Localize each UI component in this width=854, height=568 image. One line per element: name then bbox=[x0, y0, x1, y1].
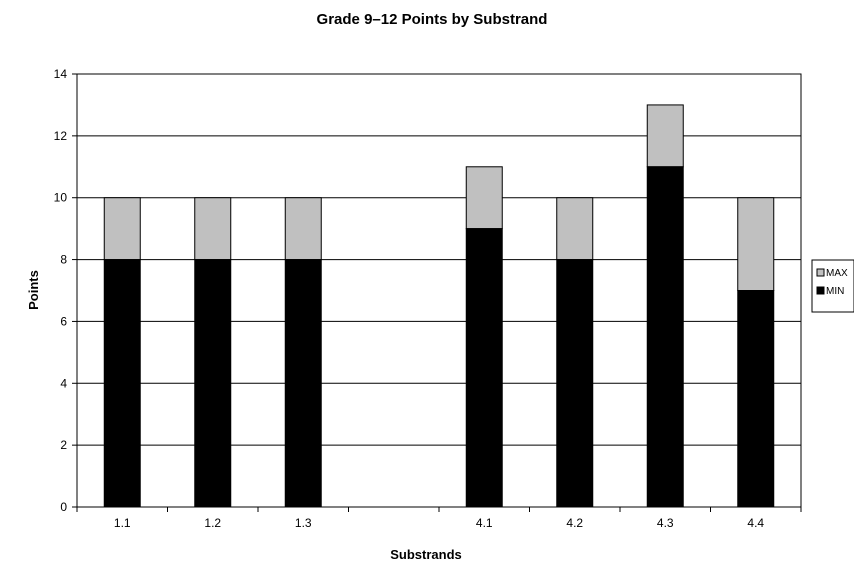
bar-min-4.2 bbox=[556, 259, 594, 508]
y-tick-label: 10 bbox=[54, 191, 68, 205]
bar-min-4.1 bbox=[465, 228, 503, 508]
axes bbox=[72, 73, 802, 512]
legend: MAX MIN bbox=[811, 259, 854, 313]
y-tick-label: 2 bbox=[60, 438, 67, 452]
bar-max-4.2 bbox=[556, 197, 594, 261]
chart-title: Grade 9–12 Points by Substrand bbox=[317, 11, 548, 28]
y-tick-label: 8 bbox=[60, 253, 67, 267]
y-tick-label: 6 bbox=[60, 314, 67, 328]
plot-area-frame bbox=[76, 73, 802, 508]
bar-min-4.3 bbox=[646, 166, 684, 508]
y-tick-label: 12 bbox=[54, 129, 68, 143]
gridlines bbox=[77, 73, 801, 446]
y-tick-label: 14 bbox=[54, 67, 68, 81]
bar-max-1.3 bbox=[284, 197, 322, 261]
legend-swatch-min bbox=[816, 286, 825, 295]
legend-swatch-max bbox=[816, 268, 825, 277]
y-tick-label: 0 bbox=[60, 500, 67, 514]
x-tick-label: 1.3 bbox=[295, 516, 312, 530]
bar-min-4.4 bbox=[737, 290, 775, 508]
x-tick-label: 4.1 bbox=[476, 516, 493, 530]
bar-min-1.3 bbox=[284, 259, 322, 508]
bars bbox=[103, 104, 775, 508]
y-tick-labels: 0 2 4 6 8 10 12 14 bbox=[54, 67, 68, 514]
x-tick-label: 4.3 bbox=[657, 516, 674, 530]
bar-min-1.2 bbox=[194, 259, 232, 508]
bar-max-4.3 bbox=[646, 104, 684, 168]
bar-max-1.1 bbox=[103, 197, 141, 261]
x-tick-label: 4.4 bbox=[747, 516, 764, 530]
x-tick-label: 1.1 bbox=[114, 516, 131, 530]
legend-label-min: MIN bbox=[826, 286, 844, 297]
bar-max-1.2 bbox=[194, 197, 232, 261]
x-tick-label: 1.2 bbox=[204, 516, 221, 530]
y-axis-label: Points bbox=[26, 270, 41, 310]
x-tick-label: 4.2 bbox=[566, 516, 583, 530]
x-tick-labels: 1.1 1.2 1.3 4.1 4.2 4.3 4.4 bbox=[114, 516, 765, 530]
legend-label-max: MAX bbox=[826, 268, 848, 279]
bar-min-1.1 bbox=[103, 259, 141, 508]
y-tick-label: 4 bbox=[60, 376, 67, 390]
bar-max-4.4 bbox=[737, 197, 775, 291]
bar-max-4.1 bbox=[465, 166, 503, 230]
x-axis-label: Substrands bbox=[390, 547, 462, 562]
